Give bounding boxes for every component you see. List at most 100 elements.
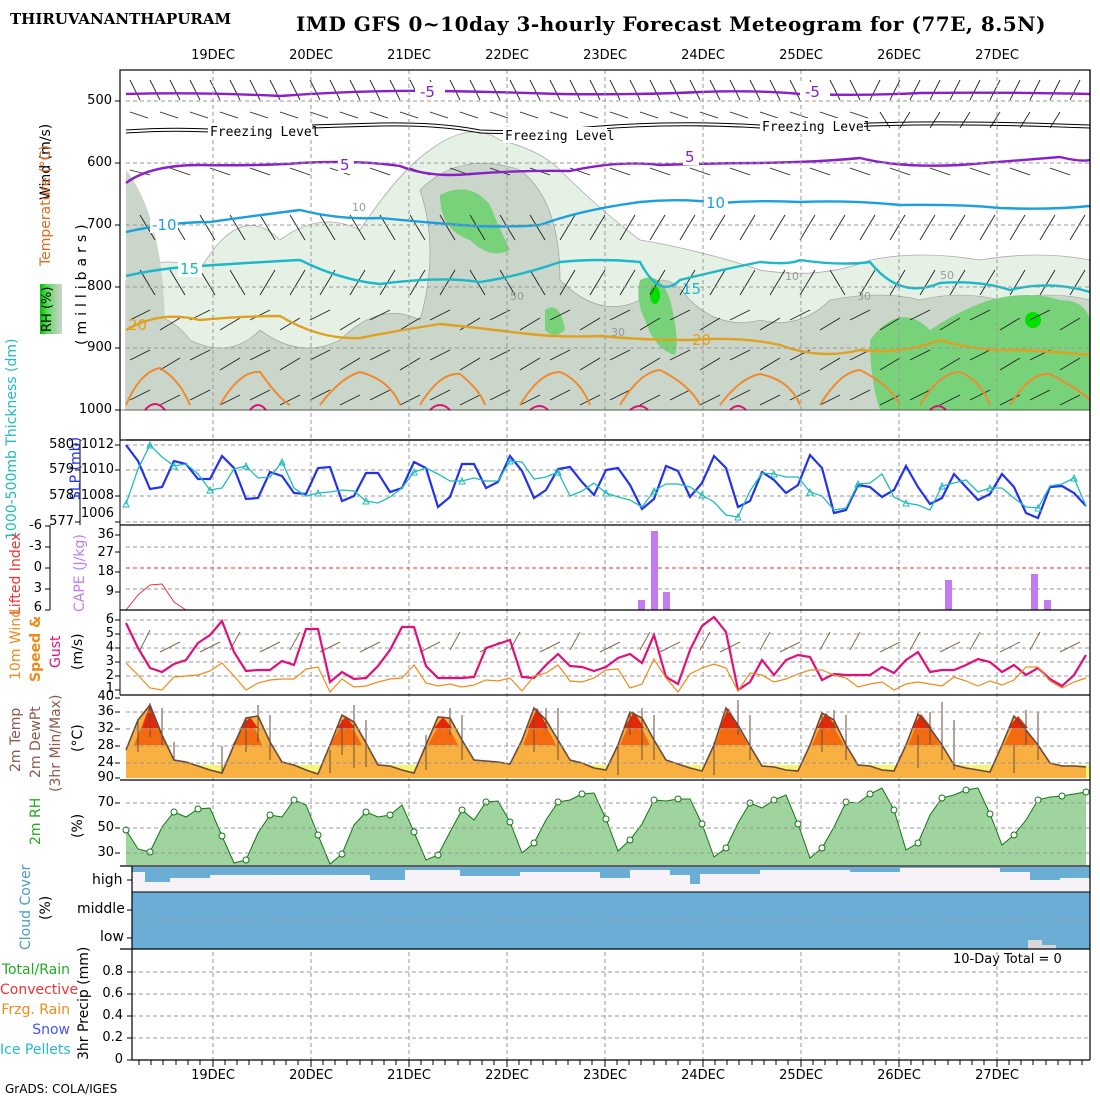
precip-tick: 0.6 (102, 986, 123, 1001)
temp-tick: 32 (97, 721, 114, 736)
cloud-level-middle: middle (77, 901, 125, 917)
temp2m-label: 2m Temp (8, 707, 24, 772)
cloud-level-low: low (100, 929, 124, 945)
cape-tick: 18 (97, 564, 114, 579)
svg-text:20: 20 (128, 316, 147, 334)
date-label: 23DEC (583, 48, 627, 63)
temp-tick: 40 (97, 689, 114, 704)
ytick: 700 (87, 217, 112, 232)
dewpt-label: 2m DewPt (28, 706, 44, 778)
chart-title: IMD GFS 0~10day 3-hourly Forecast Meteog… (296, 12, 1046, 36)
date-label: 25DEC (779, 1068, 823, 1083)
date-label: 22DEC (485, 48, 529, 63)
date-label: 27DEC (975, 1068, 1019, 1083)
li-tick: 0 (33, 560, 42, 575)
thick-tick: 577 (49, 514, 74, 529)
ytick: 800 (87, 279, 112, 294)
station-name: THIRUVANANTHAPURAM (10, 10, 232, 28)
wind-tick: 1 (105, 681, 114, 696)
date-label: 24DEC (681, 1068, 725, 1083)
slp-tick: 1012 (80, 437, 114, 452)
li-tick: 3 (33, 581, 42, 596)
temp-tick: 24 (97, 755, 114, 770)
cape-tick: 9 (105, 584, 114, 599)
wind-tick: 2 (105, 668, 114, 683)
thick-tick: 579 (49, 462, 74, 477)
slp-tick: 1006 (80, 506, 114, 521)
precip-panel (131, 70, 1091, 1067)
precip-tick: 0.2 (102, 1030, 123, 1045)
speed-label: Speed & (28, 615, 44, 682)
upper-air-panel (119, 69, 1091, 1060)
date-label: 21DEC (387, 48, 431, 63)
wind-tick: 3 (105, 654, 114, 669)
slp-tick: 1010 (80, 462, 114, 477)
legend-convective: Convective (0, 982, 79, 998)
temp-tick: 36 (97, 704, 114, 719)
temp2m-panel (120, 700, 1090, 781)
svg-text:20: 20 (692, 331, 711, 349)
ytick: 600 (87, 155, 112, 170)
legend-frzg-rain: Frzg. Rain (1, 1002, 70, 1018)
precip-tick: 0.4 (102, 1008, 123, 1023)
wind-tick: 5 (105, 626, 114, 641)
legend-total-rain: Total/Rain (1, 962, 70, 978)
date-label: 20DEC (289, 1068, 333, 1083)
rh-legend-swatch (40, 284, 62, 334)
date-label: 19DEC (191, 1068, 235, 1083)
svg-text:5: 5 (340, 156, 350, 174)
rh-tick: 30 (97, 845, 114, 860)
svg-text:Freezing Level: Freezing Level (505, 129, 615, 144)
wind10m-label: 10m Wind (8, 608, 24, 680)
thick-tick: 580 (49, 437, 74, 452)
gust-label: Gust (48, 635, 64, 668)
svg-text:-10: -10 (152, 216, 177, 234)
svg-text:10: 10 (785, 270, 799, 283)
thickness-label: 1000-500mb Thickness (dm) (4, 338, 20, 540)
cloud-panel (120, 867, 1090, 950)
temperature-legend: Temperature (°C) (38, 145, 54, 266)
precip-tick: 0 (114, 1052, 123, 1067)
svg-text:15: 15 (180, 260, 199, 278)
rh-tick: 70 (97, 795, 114, 810)
cape-tick: 27 (97, 545, 114, 560)
wind10m-panel (120, 615, 1090, 696)
date-label: 19DEC (191, 48, 235, 63)
rh-tick: 90 (97, 770, 114, 785)
svg-text:30: 30 (857, 290, 871, 303)
temp-tick: 28 (97, 738, 114, 753)
svg-text:-5: -5 (805, 83, 820, 101)
precip-total: 10-Day Total = 0 (953, 952, 1062, 967)
ytick: 1000 (78, 402, 112, 417)
date-label: 22DEC (485, 1068, 529, 1083)
svg-text:15: 15 (682, 280, 701, 298)
minmax-label: (3hr Min/Max) (48, 694, 64, 792)
date-label: 23DEC (583, 1068, 627, 1083)
wind-tick: 6 (105, 612, 114, 627)
date-label: 26DEC (877, 48, 921, 63)
thick-tick: 578 (49, 488, 74, 503)
ytick: 500 (87, 93, 112, 108)
rh2m-panel (120, 786, 1090, 867)
li-tick: -3 (29, 539, 42, 554)
date-label: 21DEC (387, 1068, 431, 1083)
li-tick: -6 (29, 518, 42, 533)
freezing-level-label: Freezing Level (210, 125, 320, 140)
wind-tick: 4 (105, 640, 114, 655)
rh-legend: RH (%) (40, 286, 55, 332)
cloud-cover-label: Cloud Cover (18, 864, 34, 950)
grads-credit: GrADS: COLA/IGES (5, 1082, 118, 1096)
cape-li-panel (120, 531, 1090, 611)
date-label: 27DEC (975, 48, 1019, 63)
cloud-units: (%) (38, 895, 54, 920)
cloud-level-high: high (92, 872, 123, 888)
legend-snow: Snow (32, 1022, 70, 1038)
svg-text:10: 10 (352, 201, 366, 214)
pressure-axis-label: (millibars) (74, 219, 90, 345)
svg-text:30: 30 (611, 326, 625, 339)
svg-text:10: 10 (706, 194, 725, 212)
cape-tick: 36 (97, 527, 114, 542)
rh2m-label: 2m RH (28, 797, 44, 845)
precip-tick: 0.8 (102, 964, 123, 979)
